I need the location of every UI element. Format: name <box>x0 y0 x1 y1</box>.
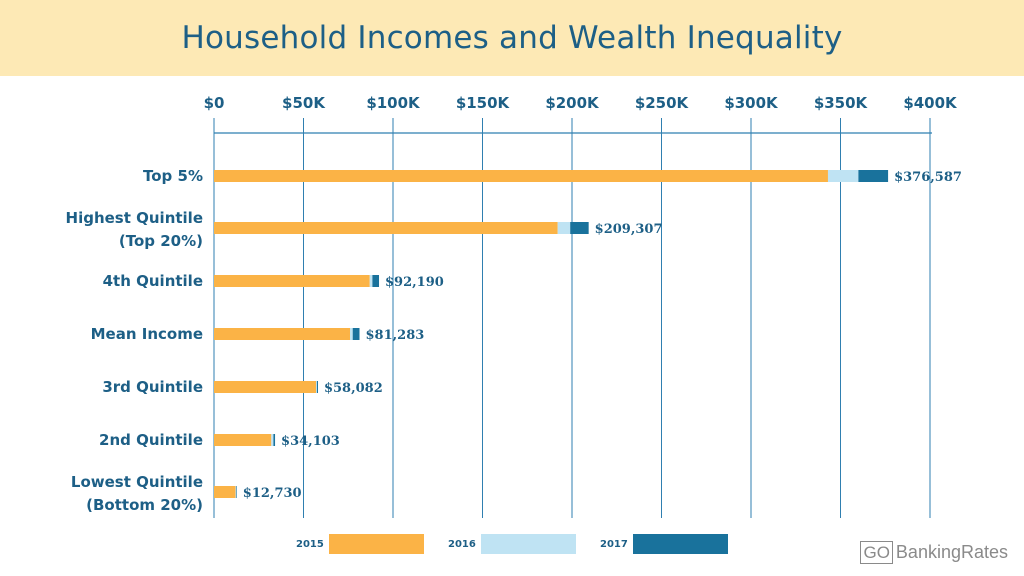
legend-label: 2015 <box>296 539 324 550</box>
bar-segment-2017 <box>236 486 237 498</box>
data-label: $34,103 <box>281 434 340 449</box>
category-label-line: Lowest Quintile <box>71 473 203 491</box>
category-label-line: Highest Quintile <box>66 209 203 227</box>
x-tick-label: $300K <box>724 94 779 112</box>
data-label: $12,730 <box>243 486 302 501</box>
bar-segment-2016 <box>350 328 353 340</box>
brand-name: BankingRates <box>895 541 1008 562</box>
bar-segment-2016 <box>235 486 237 498</box>
x-tick-label: $350K <box>814 94 869 112</box>
bar-segment-2017 <box>372 275 380 287</box>
legend-swatch-2015 <box>329 534 424 554</box>
category-label: 3rd Quintile <box>102 378 203 396</box>
category-label: 4th Quintile <box>103 272 203 290</box>
x-tick-label: $150K <box>456 94 511 112</box>
x-tick-label: $0 <box>204 94 225 112</box>
bar-segment-2015 <box>214 434 272 446</box>
legend-swatch-2016 <box>481 534 576 554</box>
x-axis-ticks: $0 $50K $100K $150K $200K $250K $300K $350K $400… <box>204 94 958 112</box>
x-tick-label: $250K <box>635 94 690 112</box>
bar-segment-2017 <box>316 381 318 393</box>
category-label-line: (Top 20%) <box>119 232 203 250</box>
bar-segment-2017 <box>273 434 276 446</box>
data-label: $209,307 <box>595 222 663 237</box>
bars <box>214 170 889 498</box>
bar-segment-2016 <box>316 381 317 393</box>
bar-segment-2015 <box>214 381 317 393</box>
brand-logo: GO BankingRates <box>860 540 1008 564</box>
title-banner: Household Incomes and Wealth Inequality <box>0 0 1024 76</box>
x-tick-label: $50K <box>282 94 326 112</box>
legend-swatch-2017 <box>633 534 728 554</box>
bar-segment-2015 <box>214 170 828 182</box>
bar-segment-2017 <box>352 328 360 340</box>
x-tick-label: $200K <box>545 94 600 112</box>
bar-segment-2015 <box>214 486 236 498</box>
category-label: Highest Quintile (Top 20%) <box>66 209 203 250</box>
legend-label: 2017 <box>600 539 628 550</box>
category-label: Mean Income <box>91 325 203 343</box>
bar-segment-2016 <box>369 275 373 287</box>
data-label: $376,587 <box>894 170 962 185</box>
category-labels: Top 5% Highest Quintile (Top 20%) 4th Quint… <box>66 167 203 514</box>
category-label-line: (Bottom 20%) <box>86 496 203 514</box>
data-label: $81,283 <box>365 328 424 343</box>
bar-segment-2015 <box>214 328 351 340</box>
data-label: $92,190 <box>385 275 444 290</box>
category-label: Lowest Quintile (Bottom 20%) <box>71 473 203 514</box>
legend: 2015 2016 2017 <box>296 534 728 554</box>
brand-go: GO <box>860 540 893 564</box>
legend-label: 2016 <box>448 539 476 550</box>
category-label: Top 5% <box>143 167 203 185</box>
bar-segment-2016 <box>271 434 274 446</box>
bar-segment-2016 <box>827 170 859 182</box>
x-tick-label: $400K <box>903 94 958 112</box>
grid-layer <box>213 118 932 518</box>
bar-segment-2015 <box>214 275 370 287</box>
x-tick-label: $100K <box>366 94 421 112</box>
category-label: 2nd Quintile <box>99 431 203 449</box>
bar-segment-2017 <box>570 222 589 234</box>
data-label: $58,082 <box>324 381 383 396</box>
bar-segment-2017 <box>858 170 889 182</box>
data-labels: $376,587 $209,307 $92,190 $81,283 $58,082 $34… <box>243 170 962 501</box>
bar-chart: $0 $50K $100K $150K $200K $250K $300K $350K $400… <box>66 94 962 554</box>
bar-segment-2015 <box>214 222 558 234</box>
bar-segment-2016 <box>557 222 571 234</box>
chart-title: Household Incomes and Wealth Inequality <box>181 20 843 56</box>
